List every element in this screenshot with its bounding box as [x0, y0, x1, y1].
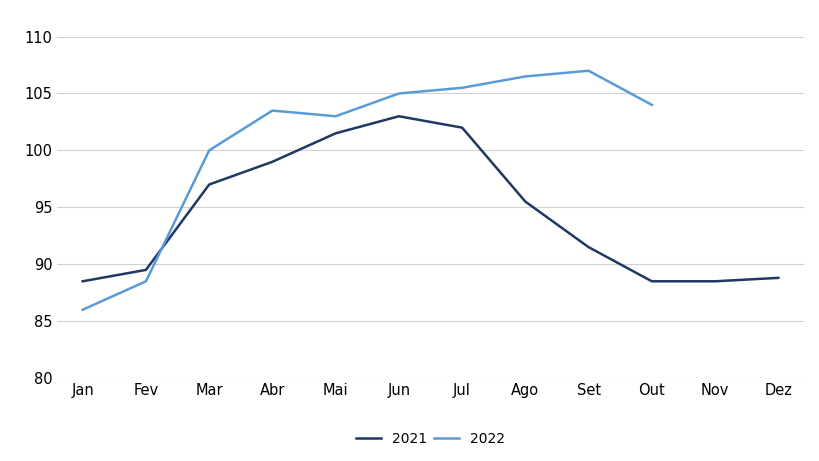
- 2022: [520, 74, 530, 79]
- 2021: [393, 113, 403, 119]
- 2022: [330, 113, 340, 119]
- 2022: [204, 148, 214, 153]
- 2021: [583, 244, 593, 250]
- 2021: [141, 267, 151, 272]
- 2022: [583, 68, 593, 73]
- Legend: 2021, 2022: 2021, 2022: [350, 426, 510, 451]
- Line: 2021: 2021: [83, 116, 777, 281]
- 2021: [78, 278, 88, 284]
- Line: 2022: 2022: [83, 71, 651, 310]
- 2022: [267, 108, 277, 113]
- 2022: [78, 307, 88, 313]
- 2022: [457, 85, 467, 90]
- 2021: [520, 199, 530, 204]
- 2021: [204, 182, 214, 187]
- 2021: [330, 130, 340, 136]
- 2022: [393, 91, 403, 96]
- 2021: [772, 275, 782, 281]
- 2021: [709, 278, 719, 284]
- 2021: [646, 278, 656, 284]
- 2022: [141, 278, 151, 284]
- 2021: [457, 125, 467, 130]
- 2021: [267, 159, 277, 165]
- 2022: [646, 102, 656, 107]
